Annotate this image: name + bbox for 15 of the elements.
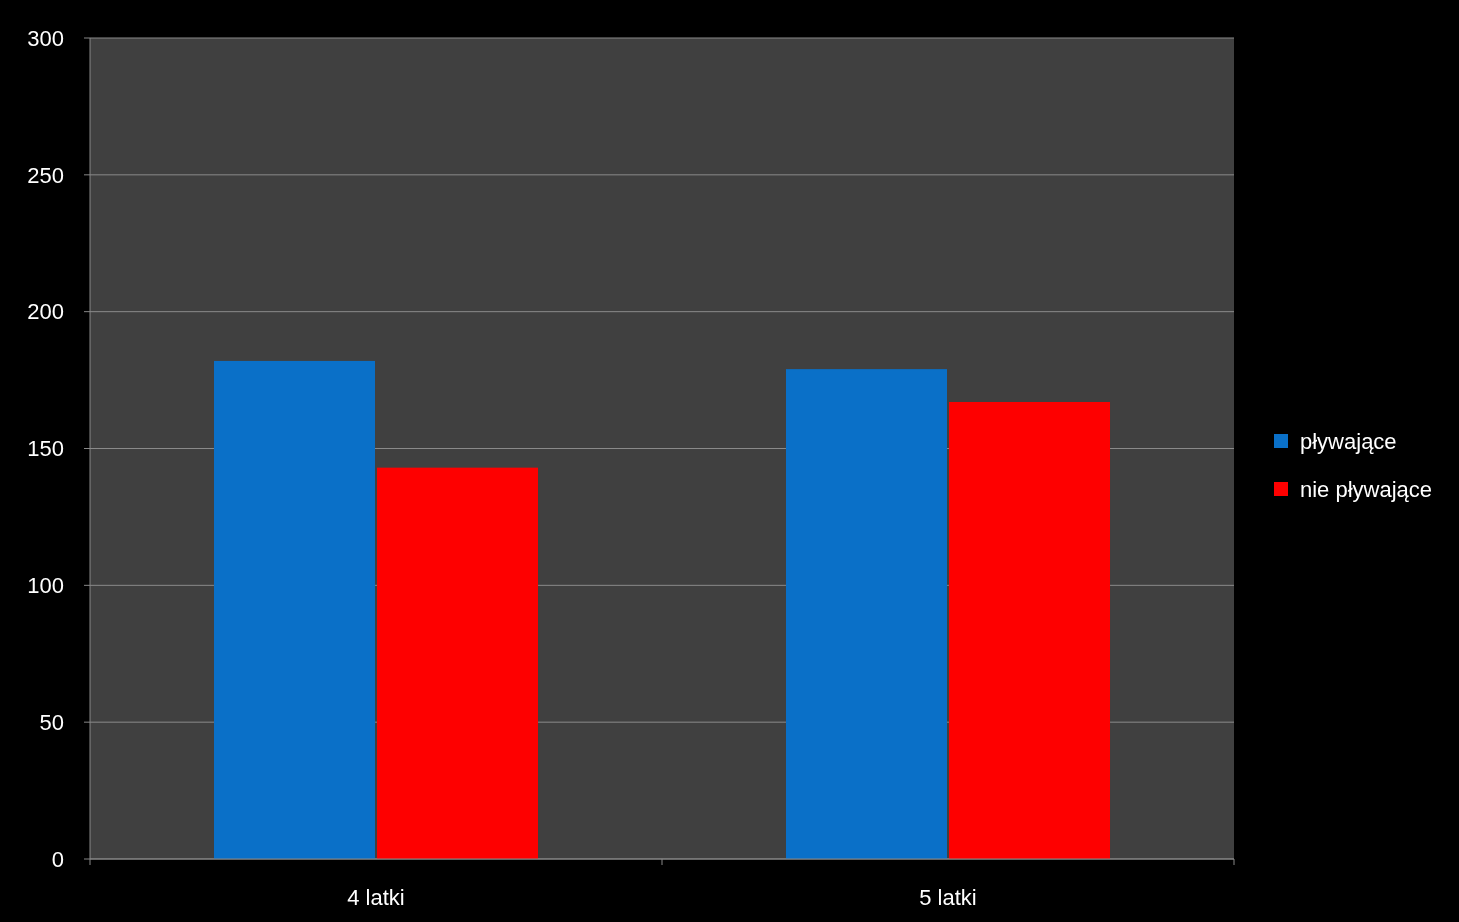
- y-tick-label: 150: [27, 436, 64, 462]
- x-tick-label: 5 latki: [919, 885, 977, 910]
- legend-label: nie pływające: [1300, 476, 1433, 502]
- y-tick-label: 200: [27, 299, 64, 325]
- bar: [377, 467, 539, 859]
- bar: [785, 369, 947, 859]
- y-tick-label: 50: [39, 709, 64, 735]
- y-tick-label: 100: [27, 573, 64, 599]
- x-tick-label: 4 latki: [347, 885, 405, 910]
- legend-label: pływające: [1300, 428, 1397, 454]
- bar: [213, 360, 375, 859]
- y-tick-label: 250: [27, 162, 64, 188]
- bar: [949, 401, 1111, 859]
- y-tick-label: 300: [27, 25, 64, 51]
- y-tick-label: 0: [51, 846, 64, 872]
